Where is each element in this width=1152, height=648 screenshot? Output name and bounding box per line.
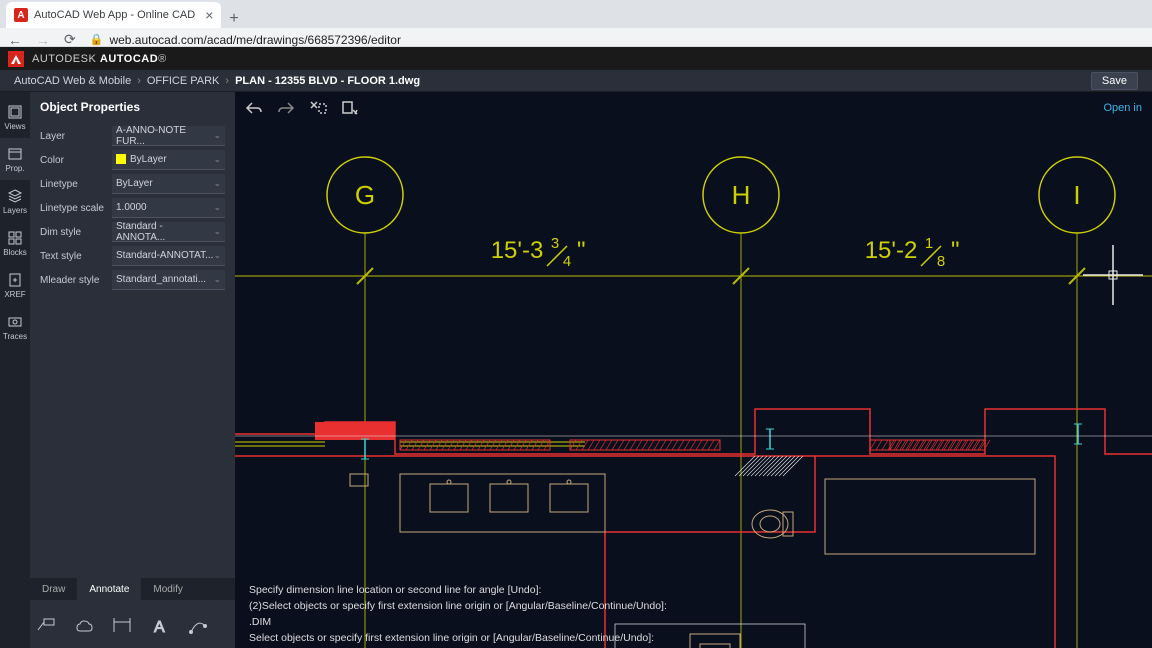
property-field[interactable]: Standard-ANNOTAT...⌄ <box>112 246 225 266</box>
command-log: Specify dimension line location or secon… <box>235 578 1152 648</box>
svg-text:": " <box>577 237 586 264</box>
url-bar[interactable]: 🔒 web.autocad.com/acad/me/drawings/66857… <box>90 33 1144 47</box>
forward-icon[interactable]: → <box>36 32 50 48</box>
leader-tool-icon[interactable] <box>36 616 56 636</box>
back-icon[interactable]: ← <box>8 32 22 48</box>
svg-text:8: 8 <box>937 253 945 270</box>
tab-close-icon[interactable]: × <box>205 7 213 23</box>
app-header: AUTODESK AUTOCAD® <box>0 47 1152 70</box>
brand-text: AUTODESK AUTOCAD® <box>32 53 167 65</box>
property-label: Layer <box>40 131 112 142</box>
favicon-autocad: A <box>14 8 28 22</box>
select-icon[interactable] <box>341 100 359 116</box>
annotate-tools: A <box>36 616 208 636</box>
cloud-tool-icon[interactable] <box>74 616 94 636</box>
svg-text:H: H <box>732 180 751 210</box>
lock-icon: 🔒 <box>90 33 104 46</box>
property-field[interactable]: Standard_annotati...⌄ <box>112 270 225 290</box>
cmd-line: Specify dimension line location or secon… <box>249 582 1138 598</box>
property-field[interactable]: Standard - ANNOTA...⌄ <box>112 222 225 242</box>
property-field[interactable]: 1.0000⌄ <box>112 198 225 218</box>
property-row: Dim styleStandard - ANNOTA...⌄ <box>40 220 225 244</box>
left-rail: Views Prop. Layers Blocks XREF Traces <box>0 92 30 648</box>
svg-text:I: I <box>1073 180 1080 210</box>
undo-icon[interactable] <box>245 100 263 116</box>
svg-text:4: 4 <box>563 253 571 270</box>
property-label: Dim style <box>40 227 112 238</box>
svg-text:A: A <box>154 619 165 636</box>
property-row: LinetypeByLayer⌄ <box>40 172 225 196</box>
rail-traces[interactable]: Traces <box>0 306 30 348</box>
save-button[interactable]: Save <box>1091 72 1138 90</box>
property-label: Color <box>40 155 112 166</box>
app-root: AUTODESK AUTOCAD® AutoCAD Web & Mobile›O… <box>0 47 1152 648</box>
deselect-icon[interactable] <box>309 100 327 116</box>
svg-text:1: 1 <box>925 235 933 252</box>
property-field[interactable]: ByLayer⌄ <box>112 174 225 194</box>
drawing-svg: G H I 15'-3 34 " 15'-2 18 " <box>235 124 1152 648</box>
canvas-area: Open in G H I 15'-3 34 " 15'-2 18 " Specify dime… <box>235 92 1152 648</box>
rail-properties[interactable]: Prop. <box>0 138 30 180</box>
property-field[interactable]: ByLayer⌄ <box>112 150 225 170</box>
svg-text:15'-3: 15'-3 <box>491 237 544 264</box>
properties-panel: Object Properties LayerA-ANNO-NOTE FUR..… <box>30 92 235 648</box>
reload-icon[interactable]: ⟳ <box>64 31 76 48</box>
tab-title: AutoCAD Web App - Online CAD <box>34 9 195 21</box>
property-row: Text styleStandard-ANNOTAT...⌄ <box>40 244 225 268</box>
property-row: LayerA-ANNO-NOTE FUR...⌄ <box>40 124 225 148</box>
rail-xref[interactable]: XREF <box>0 264 30 306</box>
breadcrumb-bar: AutoCAD Web & Mobile›OFFICE PARK›PLAN - … <box>0 70 1152 92</box>
main-row: Views Prop. Layers Blocks XREF Traces <box>0 92 1152 648</box>
open-in-link[interactable]: Open in <box>1103 102 1142 114</box>
svg-text:G: G <box>355 180 375 210</box>
tab-bar: A AutoCAD Web App - Online CAD × + <box>0 0 1152 28</box>
cmd-line: .DIM <box>249 614 1138 630</box>
breadcrumb[interactable]: AutoCAD Web & Mobile›OFFICE PARK›PLAN - … <box>14 75 420 87</box>
dimension-tool-icon[interactable] <box>112 616 132 636</box>
property-row: Mleader styleStandard_annotati...⌄ <box>40 268 225 292</box>
rail-layers[interactable]: Layers <box>0 180 30 222</box>
property-label: Mleader style <box>40 275 112 286</box>
arc-tool-icon[interactable] <box>188 616 208 636</box>
panel-title: Object Properties <box>40 100 225 114</box>
property-row: ColorByLayer⌄ <box>40 148 225 172</box>
svg-text:3: 3 <box>551 235 559 252</box>
property-label: Linetype scale <box>40 203 112 214</box>
property-row: Linetype scale1.0000⌄ <box>40 196 225 220</box>
rail-views[interactable]: Views <box>0 96 30 138</box>
svg-text:": " <box>951 237 960 264</box>
url-text: web.autocad.com/acad/me/drawings/6685723… <box>109 33 401 47</box>
new-tab-button[interactable]: + <box>221 10 246 28</box>
tab-modify[interactable]: Modify <box>141 578 194 600</box>
property-label: Text style <box>40 251 112 262</box>
browser-nav: ← → ⟳ 🔒 web.autocad.com/acad/me/drawings… <box>0 28 1152 47</box>
redo-icon[interactable] <box>277 100 295 116</box>
cmd-line: Select objects or specify first extensio… <box>249 630 1138 646</box>
property-field[interactable]: A-ANNO-NOTE FUR...⌄ <box>112 126 225 146</box>
tab-draw[interactable]: Draw <box>30 578 77 600</box>
canvas-toolbar: Open in <box>235 92 1152 124</box>
browser-chrome: A AutoCAD Web App - Online CAD × + ← → ⟳… <box>0 0 1152 47</box>
cmd-line: (2)Select objects or specify first exten… <box>249 598 1138 614</box>
browser-tab[interactable]: A AutoCAD Web App - Online CAD × <box>6 2 221 28</box>
bottom-tabs: Draw Annotate Modify <box>30 578 235 600</box>
tab-annotate[interactable]: Annotate <box>77 578 141 600</box>
text-tool-icon[interactable]: A <box>150 616 170 636</box>
property-label: Linetype <box>40 179 112 190</box>
autodesk-logo-icon <box>8 51 24 67</box>
svg-text:15'-2: 15'-2 <box>865 237 918 264</box>
drawing-canvas[interactable]: G H I 15'-3 34 " 15'-2 18 " <box>235 124 1152 648</box>
rail-blocks[interactable]: Blocks <box>0 222 30 264</box>
